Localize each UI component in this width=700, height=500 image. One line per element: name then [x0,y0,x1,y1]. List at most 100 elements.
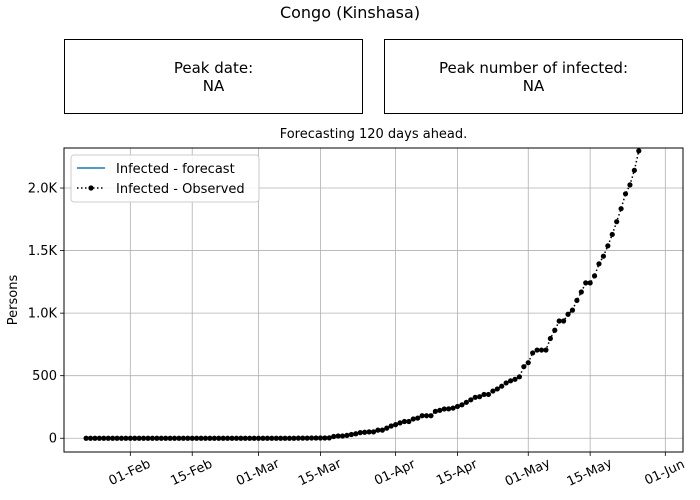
data-point [605,243,611,249]
data-point [331,433,337,440]
data-point [565,311,571,317]
data-point [547,335,553,342]
data-point [622,191,629,197]
data-point [282,435,288,441]
legend: Infected - forecast Infected - Observed [70,154,260,203]
data-point [600,253,607,259]
data-point [432,408,438,414]
data-point [185,435,191,441]
data-point [569,307,576,313]
data-point [322,435,328,441]
y-tick-label: 0 [49,432,57,447]
data-point [525,360,531,366]
data-point [83,435,89,441]
x-tick-label: 01-Jun [643,457,688,488]
data-point [92,435,98,441]
data-point [543,347,549,353]
data-point [101,435,107,441]
data-point [441,406,447,412]
series-layer [83,148,642,441]
legend-marker [88,185,94,191]
data-point [472,394,478,400]
peak-date-label: Peak date: [173,58,254,77]
data-point [423,413,430,419]
data-point [273,435,279,441]
data-point [521,364,527,370]
data-point [211,435,217,441]
y-tick-label: 1.5K [28,244,58,259]
data-point [105,435,111,441]
plot-frame [63,147,684,453]
data-point [393,422,399,428]
data-point [561,318,567,324]
data-point [300,435,306,441]
data-point [366,429,372,435]
data-point [207,435,213,441]
data-point [618,206,624,212]
peak-date-value: NA [202,76,225,95]
x-axis: 01-Feb 15-Feb 01-Mar 15-Mar 01-Apr 15-Apr 01-M… [107,452,688,490]
data-point [149,435,156,441]
legend-label: Infected - forecast [116,162,235,177]
data-point [596,261,602,267]
data-point [437,407,443,413]
data-point [326,435,332,441]
data-point [269,435,275,441]
data-point [468,397,474,403]
data-point [428,413,434,419]
data-point [379,427,385,433]
data-point [189,435,195,441]
data-point [384,425,390,431]
y-tick-label: 1.0K [28,307,58,322]
data-point [406,418,412,425]
data-point [552,327,558,333]
data-point [286,435,293,441]
data-point [375,427,381,433]
data-point [636,148,642,154]
data-point [534,347,540,353]
y-axis-label: Persons [6,275,21,326]
data-point [87,435,94,441]
data-point [110,435,116,441]
data-point [494,386,500,392]
legend-label: Infected - Observed [116,182,245,197]
data-point [419,413,425,419]
data-point [304,435,310,441]
data-point [233,435,240,441]
data-point [114,435,120,441]
data-point [140,435,147,441]
data-point [180,435,186,441]
data-point [609,231,615,238]
data-point [512,376,518,382]
data-point [454,403,461,410]
peak-infected-box: Peak number of infected: NA [384,39,683,114]
data-point [260,435,266,441]
data-point [291,435,297,441]
data-point [118,435,125,441]
data-point [220,435,226,441]
data-point [238,435,244,441]
data-point [388,423,394,429]
data-point [499,383,505,389]
data-point [591,273,598,279]
data-point [503,380,509,386]
data-point [507,378,514,384]
data-point [176,435,182,441]
data-point [459,402,465,408]
data-point [136,435,142,441]
x-tick-label: 15-Feb [169,457,215,489]
data-point [587,280,593,286]
peak-infected-value: NA [522,76,545,95]
data-point [415,415,421,421]
x-tick-label: 15-Apr [434,457,480,489]
data-point [194,435,200,441]
data-point [171,435,178,441]
y-axis: 0 500 1.0K 1.5K 2.0K [28,182,64,447]
data-point [614,219,620,225]
data-point [516,374,523,380]
data-point [631,167,637,173]
x-tick-label: 01-Apr [372,457,418,489]
data-point [583,280,589,286]
data-point [167,435,173,441]
